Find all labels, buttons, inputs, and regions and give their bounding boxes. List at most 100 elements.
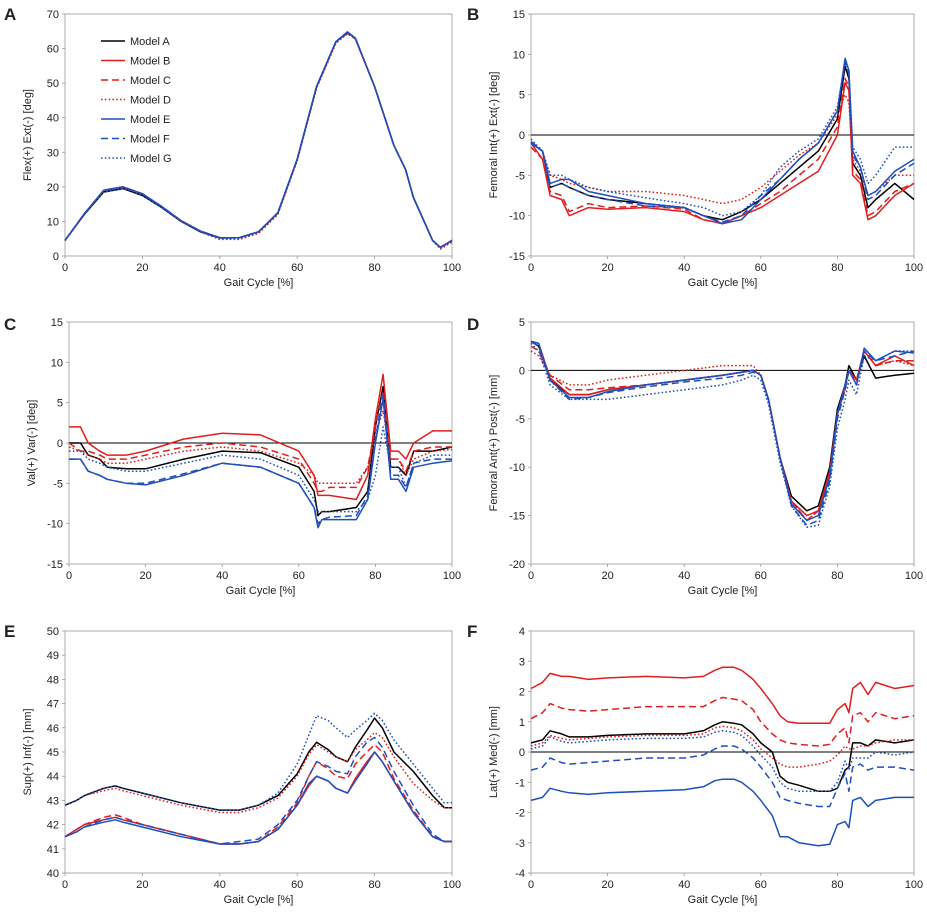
x-tick-label: 100 xyxy=(443,879,461,891)
y-tick-label: 42 xyxy=(47,820,59,832)
series-line-model-c xyxy=(530,696,915,747)
y-tick-label: -5 xyxy=(515,414,525,426)
y-tick-label: 46 xyxy=(47,723,59,735)
panel-label: A xyxy=(4,5,16,24)
y-tick-label: -4 xyxy=(515,868,525,880)
panel-d: D 0 20 40 60 80 100 -20 -15 -10 -5 0 5 Gait Cycle [%]… xyxy=(467,315,923,597)
series-line-model-d xyxy=(68,409,453,485)
legend-label: Model G xyxy=(130,153,172,165)
x-tick-label: 40 xyxy=(678,262,690,274)
y-tick-label: -15 xyxy=(47,559,63,571)
y-tick-label: 50 xyxy=(47,78,59,90)
series-line-model-g xyxy=(530,61,914,217)
x-tick-label: 40 xyxy=(214,879,226,891)
y-tick-label: 5 xyxy=(519,317,525,329)
y-axis-label: Val(+) Var(-) [deg] xyxy=(26,400,38,487)
x-tick-label: 0 xyxy=(528,879,534,891)
y-tick-label: -10 xyxy=(509,462,525,474)
x-tick-label: 60 xyxy=(755,262,767,274)
x-tick-label: 0 xyxy=(528,570,534,582)
y-tick-label: -20 xyxy=(509,559,525,571)
y-tick-label: 50 xyxy=(47,626,59,638)
plot-area xyxy=(64,13,453,257)
x-tick-label: 20 xyxy=(601,262,613,274)
x-tick-label: 80 xyxy=(368,262,380,274)
x-tick-label: 60 xyxy=(291,262,303,274)
series-line-model-b xyxy=(64,751,452,845)
panel-a: A 0 20 40 60 80 100 0 10 20 30 40 50 60 70 Gait Cycle [… xyxy=(4,5,461,289)
series-line-model-e xyxy=(530,340,915,522)
x-tick-label: 100 xyxy=(905,570,923,582)
panel-label: B xyxy=(467,5,479,24)
series-line-model-g xyxy=(64,712,452,811)
y-tick-label: -10 xyxy=(47,519,63,531)
y-tick-label: -10 xyxy=(509,211,525,223)
plot-area xyxy=(530,321,915,565)
series-line-model-a xyxy=(530,721,915,793)
series-line-model-b xyxy=(530,666,915,725)
y-tick-label: 40 xyxy=(47,113,59,125)
series-line-model-e xyxy=(530,778,914,847)
series-line-model-f xyxy=(64,736,452,845)
series-line-model-a xyxy=(64,31,453,249)
y-tick-label: -5 xyxy=(53,478,63,490)
y-tick-label: 0 xyxy=(53,251,59,263)
y-tick-label: 40 xyxy=(47,868,59,880)
series-line-model-b xyxy=(530,81,915,225)
panel-label: E xyxy=(4,622,15,641)
series-line-model-c xyxy=(530,345,914,522)
x-tick-label: 40 xyxy=(678,879,690,891)
x-tick-label: 100 xyxy=(905,262,923,274)
y-tick-label: 48 xyxy=(47,674,59,686)
series-line-model-g xyxy=(530,730,915,793)
legend-label: Model B xyxy=(130,56,170,68)
y-tick-label: 41 xyxy=(47,844,59,856)
x-axis-label: Gait Cycle [%] xyxy=(224,894,294,906)
series-line-model-d xyxy=(64,731,452,814)
y-tick-label: 5 xyxy=(57,398,63,410)
series-line-model-f xyxy=(64,31,453,249)
y-tick-label: 15 xyxy=(513,9,525,21)
y-tick-label: -3 xyxy=(515,838,525,850)
y-tick-label: 45 xyxy=(47,747,59,759)
y-axis-label: Flex(+) Ext(-) [deg] xyxy=(22,89,34,181)
y-tick-label: -15 xyxy=(509,511,525,523)
y-tick-label: 43 xyxy=(47,795,59,807)
y-tick-label: 60 xyxy=(47,44,59,56)
panel-label: C xyxy=(4,315,16,334)
y-tick-label: -5 xyxy=(515,170,525,182)
x-tick-label: 20 xyxy=(601,570,613,582)
y-axis-label: Lat(+) Med(-) [mm] xyxy=(488,706,500,798)
y-tick-label: 15 xyxy=(51,317,63,329)
legend-label: Model A xyxy=(130,36,170,48)
x-tick-label: 80 xyxy=(831,570,843,582)
panel-e: E 0 20 40 60 80 100 40 41 42 43 44 45 46 47 48 49 50 Gait … xyxy=(4,622,461,906)
x-tick-label: 80 xyxy=(369,570,381,582)
legend-label: Model F xyxy=(130,134,170,146)
series-line-model-d xyxy=(64,32,453,250)
legend-label: Model E xyxy=(130,114,170,126)
series-line-model-f xyxy=(530,745,915,808)
y-tick-label: 0 xyxy=(57,438,63,450)
series-line-model-d xyxy=(530,350,915,522)
panel-label: D xyxy=(467,315,479,334)
series-line-model-a xyxy=(64,717,452,811)
series-line-model-e xyxy=(64,31,453,249)
x-tick-label: 20 xyxy=(136,262,148,274)
x-tick-label: 0 xyxy=(66,570,72,582)
y-tick-label: 0 xyxy=(519,747,525,759)
y-tick-label: 1 xyxy=(519,717,525,729)
x-axis-label: Gait Cycle [%] xyxy=(688,277,758,289)
x-tick-label: 80 xyxy=(368,879,380,891)
x-tick-label: 60 xyxy=(755,570,767,582)
x-tick-label: 20 xyxy=(601,879,613,891)
y-tick-label: 3 xyxy=(519,656,525,668)
y-tick-label: 0 xyxy=(519,130,525,142)
series-line-model-d xyxy=(530,93,914,205)
x-tick-label: 80 xyxy=(831,879,843,891)
x-axis-label: Gait Cycle [%] xyxy=(224,277,294,289)
series-line-model-f xyxy=(69,393,452,525)
y-tick-label: -2 xyxy=(515,808,525,820)
series-line-model-c xyxy=(68,389,452,493)
legend: Model A Model B Model C Model D Model E Model… xyxy=(101,36,172,165)
